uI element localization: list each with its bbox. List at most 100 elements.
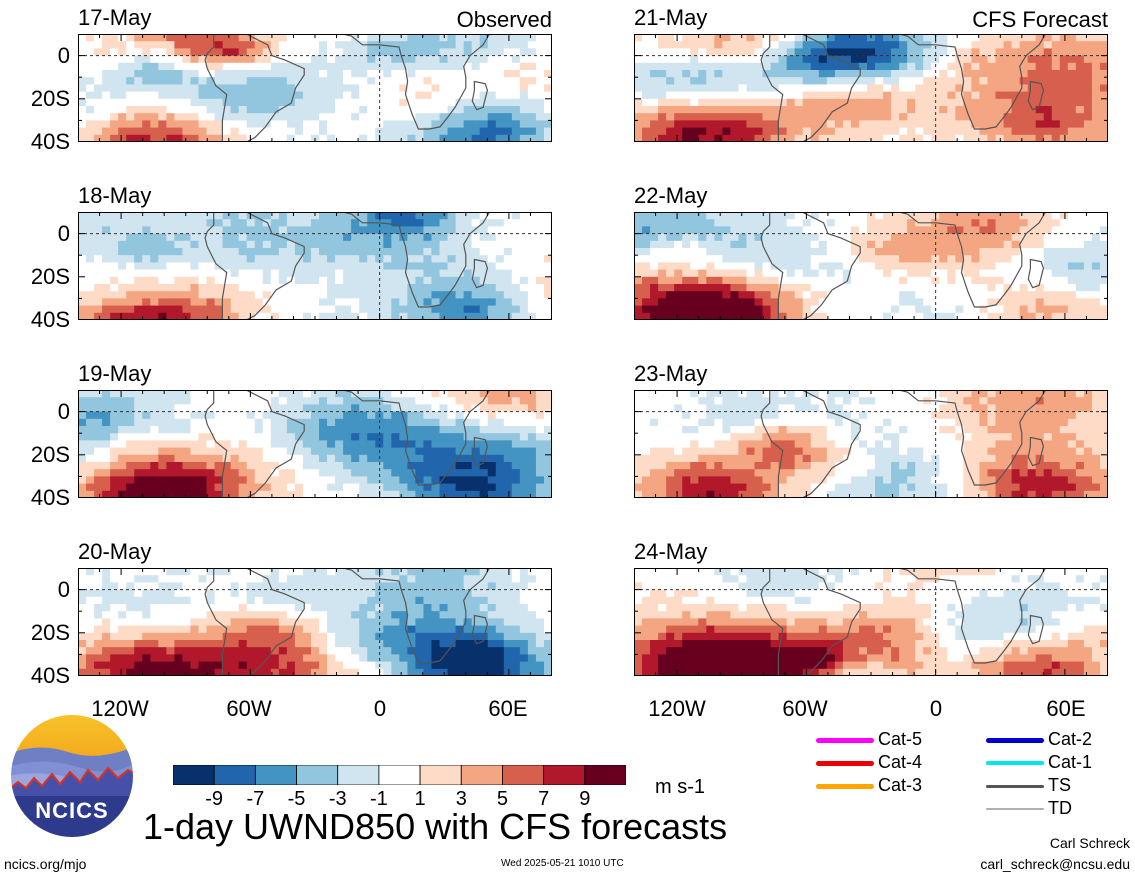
wind-field-map	[634, 568, 1108, 676]
lat-label: 0	[57, 398, 70, 424]
africa-coast	[898, 568, 1047, 664]
lon-label: 60E	[488, 696, 528, 721]
colorbar-tick-label: -5	[287, 788, 306, 810]
figure-title: 1-day UWND850 with CFS forecasts	[143, 806, 728, 847]
panel-date: 17-May	[78, 5, 152, 30]
wind-field-map	[634, 390, 1108, 498]
wind-field	[634, 212, 1108, 320]
colorbar-tick-label: 7	[538, 788, 550, 810]
panel-date: 19-May	[78, 361, 152, 386]
colorbar-swatch	[337, 764, 380, 786]
colorbar-swatch	[296, 764, 339, 786]
panel-date: 24-May	[634, 539, 708, 564]
wind-field	[634, 390, 1108, 498]
madagascar-coast	[471, 436, 489, 467]
africa-coast	[898, 390, 1047, 486]
lon-label: 60W	[782, 696, 828, 721]
africa-coast	[342, 390, 491, 486]
lat-label: 0	[57, 220, 70, 246]
colorbar-swatch	[254, 764, 297, 786]
legend-line-swatch	[816, 737, 874, 743]
lat-label: 20S	[30, 263, 70, 289]
legend-label: Cat-1	[1048, 752, 1093, 772]
lat-label: 20S	[30, 85, 70, 111]
ncics-logo: NCICS	[8, 712, 136, 840]
wind-field-map	[634, 34, 1108, 142]
south-america-coast	[204, 34, 305, 142]
lon-label: 0	[929, 696, 943, 721]
lat-label: 0	[57, 576, 70, 602]
lat-label: 40S	[30, 485, 70, 510]
south-america-coast	[760, 568, 861, 676]
legend-label: TD	[1048, 798, 1072, 818]
map-panel	[634, 212, 1108, 320]
lon-label: 60W	[226, 696, 272, 721]
colorbar-swatches	[172, 764, 627, 786]
lon-label: 120W	[648, 696, 706, 721]
madagascar-coast	[1027, 80, 1045, 111]
colorbar-swatch	[584, 764, 627, 786]
legend-label: TS	[1048, 775, 1072, 795]
wind-field	[78, 390, 552, 498]
wind-field-map	[78, 34, 552, 142]
legend-label: Cat-2	[1048, 729, 1093, 749]
colorbar-swatch	[502, 764, 545, 786]
colorbar-tick-label: 9	[579, 788, 591, 810]
colorbar-tick-label: 3	[455, 788, 467, 810]
africa-coast	[898, 212, 1047, 308]
lon-label: 120W	[91, 696, 149, 721]
legend-label: Cat-5	[878, 729, 923, 749]
south-america-coast	[760, 212, 861, 320]
wind-field	[634, 34, 1108, 142]
source-url: ncics.org/mjo	[4, 856, 87, 872]
wind-field	[78, 34, 552, 142]
africa-coast	[342, 568, 491, 664]
ncics-logo-graphic	[9, 713, 135, 839]
colorbar-swatch	[213, 764, 256, 786]
wind-field-map	[634, 212, 1108, 320]
wind-field	[634, 568, 1108, 676]
colorbar-swatch	[543, 764, 586, 786]
wind-field-map	[78, 212, 552, 320]
madagascar-coast	[471, 258, 489, 289]
panel-source-label: Observed	[456, 7, 552, 32]
wind-field	[78, 212, 552, 320]
legend-line-swatch	[986, 784, 1044, 788]
logo-text: NCICS	[35, 798, 109, 823]
map-panel	[78, 212, 552, 320]
africa-coast	[898, 34, 1047, 130]
madagascar-coast	[471, 614, 489, 645]
legend-line-swatch	[986, 737, 1044, 743]
south-america-coast	[760, 34, 861, 142]
author: Carl Schreck	[1049, 835, 1130, 851]
lat-label: 40S	[30, 129, 70, 154]
map-panel	[78, 34, 552, 142]
colorbar-tick-label: -3	[328, 788, 347, 810]
colorbar-swatch	[172, 764, 215, 786]
lat-label: 20S	[30, 441, 70, 467]
lat-label: 40S	[30, 663, 70, 688]
map-panel	[634, 34, 1108, 142]
legend-label: Cat-3	[878, 775, 923, 795]
colorbar-tick-label: 5	[496, 788, 509, 810]
lat-label: 20S	[30, 619, 70, 645]
panel-date: 21-May	[634, 5, 708, 30]
colorbar-swatch	[460, 764, 503, 786]
wind-field-map	[78, 568, 552, 676]
south-america-coast	[204, 568, 305, 676]
wind-field-map	[78, 390, 552, 498]
legend-line-swatch	[816, 783, 874, 789]
colorbar-tick-label: -9	[205, 788, 224, 810]
madagascar-coast	[471, 80, 489, 111]
legend-line-swatch	[816, 760, 874, 766]
lat-label: 0	[57, 42, 70, 68]
panel-date: 20-May	[78, 539, 152, 564]
lon-label: 60E	[1046, 696, 1086, 721]
legend-line-swatch	[986, 761, 1044, 765]
madagascar-coast	[1027, 614, 1045, 645]
south-america-coast	[204, 390, 305, 498]
colorbar-tick-label: -1	[370, 788, 388, 810]
africa-coast	[342, 212, 491, 308]
colorbar-tick-label: 1	[414, 788, 426, 810]
map-panel	[634, 390, 1108, 498]
